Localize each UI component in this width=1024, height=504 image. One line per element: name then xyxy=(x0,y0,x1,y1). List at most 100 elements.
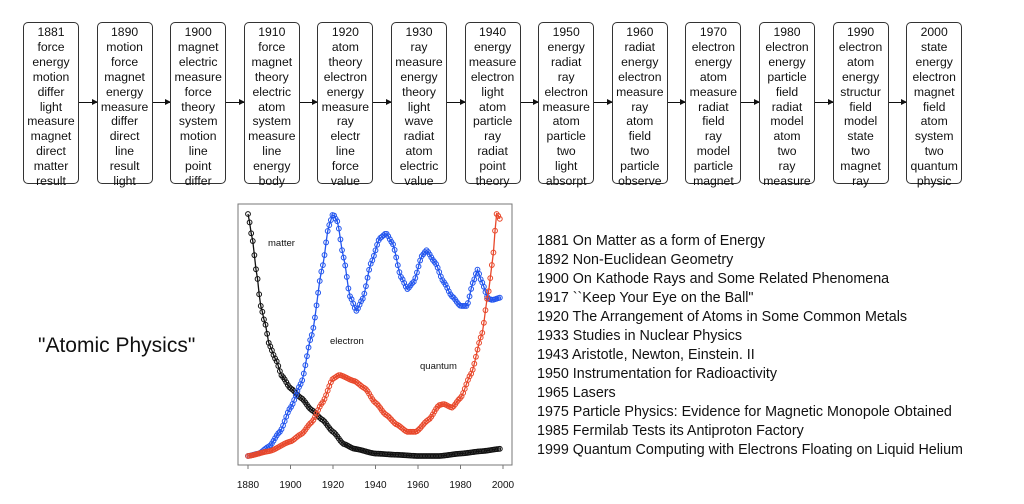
data-point-quantum xyxy=(371,398,377,405)
data-point-matter xyxy=(270,351,277,358)
data-point-electron xyxy=(471,276,478,283)
topic-word: electric xyxy=(399,159,439,174)
topic-word: energy xyxy=(32,54,70,69)
topic-word: light xyxy=(39,99,63,114)
topic-box-1881: 1881 force energy motion differ light measure m… xyxy=(23,22,79,188)
data-point-electron xyxy=(313,302,320,309)
topic-word: absorpt xyxy=(545,174,587,189)
topic-word: electron xyxy=(691,39,736,54)
topic-word: energy xyxy=(621,54,659,69)
topic-word: two xyxy=(630,144,650,159)
topic-word: electron xyxy=(544,84,588,99)
topic-word: energy xyxy=(841,69,880,84)
data-point-electron xyxy=(335,225,342,232)
data-point-electron xyxy=(284,409,291,416)
data-point-electron xyxy=(390,241,396,248)
topic-word: light xyxy=(113,174,136,189)
arrow-icon xyxy=(667,99,686,105)
data-point-electron xyxy=(308,332,315,338)
data-point-matter xyxy=(248,230,255,237)
topic-word: line xyxy=(115,144,135,159)
topic-word: value xyxy=(404,174,434,189)
topic-word: two xyxy=(924,144,944,159)
data-point-electron xyxy=(343,274,350,280)
topic-word: radiat xyxy=(403,129,435,144)
data-point-electron xyxy=(340,254,347,261)
topic-word: ray xyxy=(631,99,649,114)
topic-word: ray xyxy=(336,114,354,129)
data-point-quantum xyxy=(479,329,486,336)
topic-box-1970: 1970 electron energy atom measure radiat field… xyxy=(685,22,742,188)
data-point-matter xyxy=(275,363,282,369)
paper-item: 1881 On Matter as a form of Energy xyxy=(537,233,766,249)
topic-word: measure xyxy=(689,84,738,99)
topic-box-1990: 1990 electron atom energy structur field model… xyxy=(832,22,889,188)
topic-box-year: 1940 xyxy=(479,25,507,39)
topic-word: line xyxy=(188,144,208,159)
arrow-icon xyxy=(520,99,539,105)
topic-word: particle xyxy=(767,69,807,84)
data-point-electron xyxy=(422,249,428,255)
arrow-icon xyxy=(226,99,245,105)
topic-word: energy xyxy=(768,54,806,69)
topic-word: electron xyxy=(470,69,515,84)
topic-word: wave xyxy=(404,114,434,129)
topic-word: field xyxy=(702,114,725,129)
topic-word: electron xyxy=(838,39,883,54)
topic-word: differ xyxy=(37,84,65,99)
topic-word: point xyxy=(479,159,506,174)
data-point-electron xyxy=(310,324,317,331)
x-tick-label: 1940 xyxy=(364,480,387,491)
data-point-electron xyxy=(299,377,306,384)
paper-item: 1920 The Arrangement of Atoms in Some Co… xyxy=(537,309,908,325)
topic-word: motion xyxy=(32,69,70,84)
data-point-electron xyxy=(342,262,349,269)
topic-word: theory xyxy=(328,54,363,69)
topic-word: energy xyxy=(326,84,365,99)
data-point-electron xyxy=(366,266,373,273)
topic-box-year: 1960 xyxy=(626,25,654,39)
data-point-electron xyxy=(445,288,452,295)
topic-box-year: 1970 xyxy=(699,25,727,39)
data-point-quantum xyxy=(458,393,465,400)
topic-word: theory xyxy=(475,174,510,189)
topic-word: observe xyxy=(618,174,662,189)
data-point-matter xyxy=(253,266,259,273)
topic-word: measure xyxy=(763,174,811,189)
topic-box-year: 2000 xyxy=(920,25,948,39)
data-point-electron xyxy=(404,286,411,292)
topic-word: atom xyxy=(405,144,433,159)
data-point-electron xyxy=(364,274,371,281)
arrow-icon xyxy=(373,99,392,105)
x-tick-label: 1920 xyxy=(322,480,345,491)
data-point-matter xyxy=(256,291,263,298)
topic-box-1960: 1960 radiat energy electron measure ray atom fi… xyxy=(611,22,668,188)
data-point-matter xyxy=(254,276,261,282)
data-point-matter xyxy=(264,330,271,337)
arrow-icon xyxy=(594,99,613,105)
topic-word: energy xyxy=(547,39,585,54)
topic-word: theory xyxy=(254,69,289,84)
arrow-icon xyxy=(299,99,318,105)
data-point-quantum xyxy=(313,410,320,417)
series-label-electron: electron xyxy=(330,336,364,347)
topic-word: two xyxy=(851,144,871,159)
topic-word: structur xyxy=(840,84,881,99)
topic-word: quantum xyxy=(910,159,958,174)
topic-word: model xyxy=(696,144,730,159)
data-point-matter xyxy=(339,439,345,446)
topic-word: state xyxy=(920,39,948,54)
topic-word: atom xyxy=(920,114,948,129)
topic-word: force xyxy=(184,84,212,99)
data-point-electron xyxy=(307,337,314,344)
data-point-matter xyxy=(265,339,272,346)
topic-word: particle xyxy=(472,114,513,129)
topic-word: value xyxy=(330,174,360,189)
data-point-electron xyxy=(337,236,344,243)
x-tick-label: 1980 xyxy=(449,480,472,491)
data-point-electron xyxy=(391,247,398,253)
topic-word: force xyxy=(258,39,286,54)
topic-box-1900: 1900 magnet electric measure force theory syst… xyxy=(170,22,227,188)
data-point-electron xyxy=(496,294,503,301)
